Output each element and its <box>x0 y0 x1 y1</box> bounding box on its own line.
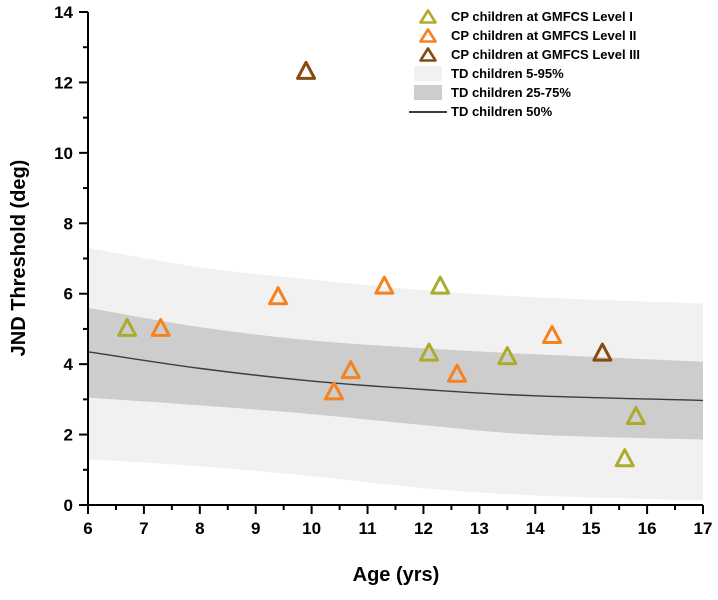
legend-item-2: CP children at GMFCS Level II <box>408 26 640 45</box>
legend-label: CP children at GMFCS Level III <box>451 47 641 62</box>
legend-label: TD children 25-75% <box>451 85 571 100</box>
data-point-triangle <box>150 317 171 337</box>
data-point-triangle <box>296 60 317 80</box>
legend-item-3: CP children at GMFCS Level III <box>408 45 640 64</box>
x-tick-label: 8 <box>195 519 204 538</box>
legend-triangle-icon <box>408 46 448 63</box>
y-tick-label: 4 <box>64 355 74 374</box>
y-axis-title: JND Threshold (deg) <box>8 160 30 357</box>
y-tick-label: 8 <box>64 214 73 233</box>
data-point-triangle <box>430 275 451 295</box>
legend-label: TD children 5-95% <box>451 66 564 81</box>
legend: CP children at GMFCS Level I CP children … <box>408 7 640 121</box>
legend-band-swatch <box>408 66 448 81</box>
data-point-triangle <box>374 275 395 295</box>
data-point-triangle <box>592 342 613 362</box>
y-tick-label: 6 <box>64 285 73 304</box>
y-tick-label: 12 <box>54 73 73 92</box>
x-tick-label: 6 <box>83 519 92 538</box>
y-tick-label: 14 <box>54 3 73 22</box>
data-point-triangle <box>447 363 467 383</box>
x-tick-label: 16 <box>638 519 657 538</box>
x-tick-label: 15 <box>582 519 601 538</box>
x-tick-label: 7 <box>139 519 148 538</box>
y-tick-label: 0 <box>64 496 73 515</box>
legend-item-6: TD children 50% <box>408 102 640 121</box>
x-tick-label: 13 <box>470 519 489 538</box>
y-tick-label: 10 <box>54 144 73 163</box>
legend-item-5: TD children 25-75% <box>408 83 640 102</box>
legend-band-swatch <box>408 85 448 100</box>
legend-triangle-icon <box>408 8 448 25</box>
data-point-triangle <box>497 346 518 366</box>
legend-label: CP children at GMFCS Level II <box>451 28 637 43</box>
median-line <box>87 351 704 402</box>
data-point-triangle <box>419 342 440 362</box>
y-tick-label: 2 <box>64 426 73 445</box>
data-point-triangle <box>542 324 563 344</box>
x-tick-label: 14 <box>526 519 545 538</box>
data-point-triangle <box>625 405 646 425</box>
x-tick-label: 9 <box>251 519 260 538</box>
x-tick-label: 10 <box>302 519 321 538</box>
data-point-triangle <box>614 448 635 468</box>
x-axis-title: Age (yrs) <box>353 564 440 586</box>
axes <box>79 11 704 514</box>
legend-item-1: CP children at GMFCS Level I <box>408 7 640 26</box>
data-point-triangle <box>268 286 289 306</box>
x-tick-label: 12 <box>414 519 433 538</box>
legend-label: TD children 50% <box>451 104 553 119</box>
legend-triangle-icon <box>408 27 448 44</box>
legend-label: CP children at GMFCS Level I <box>451 9 633 24</box>
x-tick-label: 11 <box>359 519 377 538</box>
legend-line-swatch <box>408 110 448 113</box>
legend-item-4: TD children 5-95% <box>408 64 640 83</box>
x-tick-label: 17 <box>694 519 713 538</box>
band-25-75 <box>88 307 703 440</box>
data-point-triangle <box>340 360 361 380</box>
data-point-triangle <box>324 381 344 401</box>
data-point-triangle <box>117 317 138 337</box>
